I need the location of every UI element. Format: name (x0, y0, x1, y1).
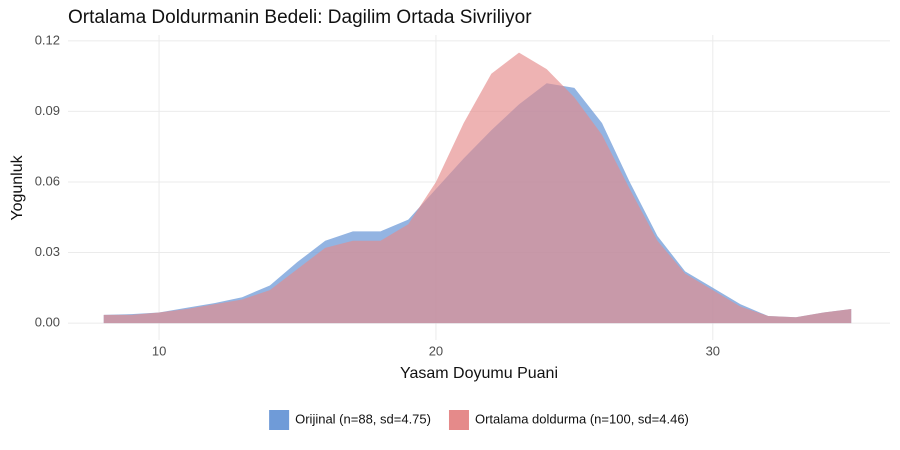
x-tick-label: 30 (706, 343, 720, 358)
legend: Orijinal (n=88, sd=4.75) Ortalama doldurm… (269, 410, 689, 430)
density-area (103, 52, 852, 324)
legend-label: Orijinal (n=88, sd=4.75) (295, 411, 431, 426)
y-tick-label: 0.12 (35, 32, 60, 47)
legend-label: Ortalama doldurma (n=100, sd=4.46) (475, 411, 689, 426)
x-tick-label: 10 (152, 343, 166, 358)
x-tick-label: 20 (429, 343, 443, 358)
x-axis-label: Yasam Doyumu Puani (400, 365, 558, 382)
legend-swatch (269, 410, 290, 430)
y-axis-label: Yogunluk (9, 154, 26, 220)
legend-swatch (448, 410, 469, 430)
y-tick-label: 0.03 (35, 244, 60, 259)
y-tick-label: 0.00 (35, 315, 60, 330)
y-tick-label: 0.06 (35, 173, 60, 188)
y-tick-label: 0.09 (35, 103, 60, 118)
chart-title: Ortalama Doldurmanin Bedeli: Dagilim Ort… (68, 7, 532, 28)
